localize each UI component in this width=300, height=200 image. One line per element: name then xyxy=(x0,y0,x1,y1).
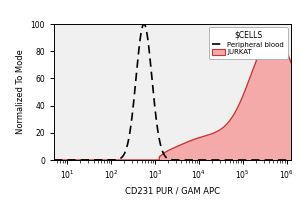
Y-axis label: Normalized To Mode: Normalized To Mode xyxy=(16,50,25,134)
X-axis label: CD231 PUR / GAM APC: CD231 PUR / GAM APC xyxy=(125,187,220,196)
Legend: Peripheral blood, JURKAT: Peripheral blood, JURKAT xyxy=(208,27,287,59)
